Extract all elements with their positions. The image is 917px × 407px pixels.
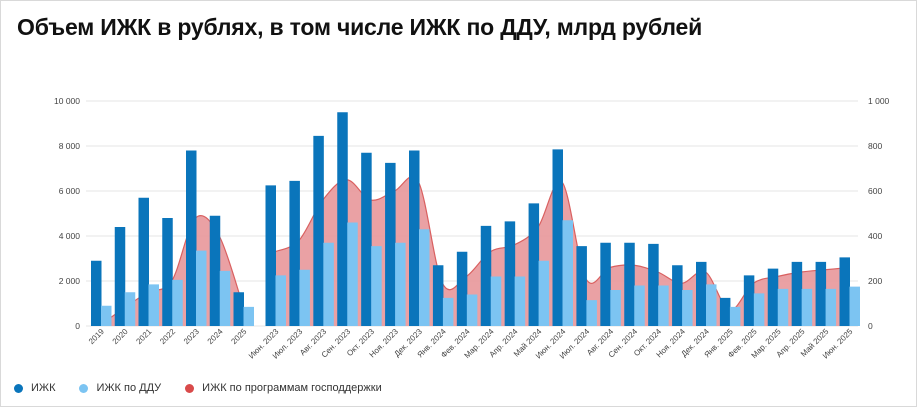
left-axis-tick-label: 0 — [75, 321, 80, 331]
bar-ddu — [442, 297, 454, 326]
bar-izhk — [743, 275, 755, 326]
bar-ddu — [395, 242, 406, 326]
legend-swatch-ddu — [79, 383, 89, 393]
bar-izhk — [233, 292, 244, 326]
x-axis-tick-label: 2020 — [111, 327, 130, 346]
chart-title: Объем ИЖК в рублях, в том числе ИЖК по Д… — [17, 14, 703, 40]
bar-ddu — [777, 288, 789, 326]
bar-ddu — [849, 286, 860, 326]
right-axis-tick-label: 200 — [868, 276, 882, 286]
bar-ddu — [658, 285, 669, 326]
bar-izhk — [385, 162, 396, 326]
bar-izhk — [114, 227, 126, 326]
bar-ddu — [514, 276, 526, 326]
legend-swatch-gov — [185, 383, 195, 393]
bar-ddu — [538, 260, 550, 326]
bar-ddu — [634, 285, 645, 326]
bar-ddu — [729, 306, 741, 326]
left-axis-tick-label: 6 000 — [59, 186, 81, 196]
bar-ddu — [219, 270, 231, 326]
bar-izhk — [409, 150, 420, 326]
bar-ddu — [299, 269, 310, 326]
left-axis-tick-label: 4 000 — [59, 231, 81, 241]
chart-legend: ИЖК ИЖК по ДДУ ИЖК по программам господд… — [14, 382, 406, 394]
x-axis-tick-label: 2024 — [206, 327, 225, 346]
bar-izhk — [839, 257, 850, 326]
x-axis-tick-label: 2025 — [229, 327, 248, 346]
right-axis-tick-label: 1 000 — [868, 96, 890, 106]
bar-izhk — [552, 149, 563, 326]
bar-izhk — [432, 265, 444, 326]
bar-izhk — [480, 225, 492, 326]
bar-izhk — [576, 246, 587, 326]
bar-izhk — [361, 152, 372, 326]
bar-izhk — [696, 261, 707, 326]
bar-ddu — [323, 242, 334, 326]
bar-ddu — [148, 284, 159, 326]
bar-izhk — [815, 261, 827, 326]
bar-ddu — [490, 276, 502, 326]
bar-izhk — [138, 197, 149, 326]
bar-izhk — [186, 150, 197, 326]
right-axis-tick-label: 800 — [868, 141, 882, 151]
legend-swatch-izhk — [14, 383, 23, 393]
bar-ddu — [124, 292, 136, 326]
bar-ddu — [172, 279, 183, 326]
bar-ddu — [682, 290, 693, 326]
bar-ddu — [347, 222, 358, 326]
bar-ddu — [419, 229, 430, 326]
right-axis-tick-label: 400 — [868, 231, 882, 241]
x-axis-tick-label: 2023 — [182, 327, 201, 346]
right-axis-tick-label: 600 — [868, 186, 882, 196]
bar-izhk — [791, 261, 803, 326]
bar-ddu — [706, 284, 717, 326]
left-axis-tick-label: 2 000 — [59, 276, 81, 286]
bar-ddu — [196, 250, 207, 326]
bar-izhk — [528, 203, 540, 326]
bar-ddu — [610, 290, 621, 326]
bar-ddu — [801, 288, 813, 326]
gov-area-series — [100, 215, 243, 326]
bar-izhk — [265, 185, 276, 326]
legend-label-ddu: ИЖК по ДДУ — [96, 382, 162, 394]
legend-item-ddu[interactable]: ИЖК по ДДУ — [79, 382, 161, 394]
bar-ddu — [753, 293, 765, 326]
x-axis-tick-label: 2019 — [87, 327, 106, 346]
left-axis-tick-label: 8 000 — [59, 141, 81, 151]
bar-ddu — [562, 220, 573, 326]
legend-item-izhk[interactable]: ИЖК — [14, 382, 55, 394]
bar-izhk — [648, 243, 659, 326]
x-axis-tick-label: 2022 — [158, 327, 177, 346]
bar-izhk — [600, 242, 611, 326]
bar-ddu — [275, 275, 286, 326]
bar-izhk — [719, 297, 731, 326]
bar-ddu — [466, 294, 478, 326]
left-axis-tick-label: 10 000 — [54, 96, 80, 106]
bar-ddu — [243, 306, 254, 326]
bar-izhk — [162, 218, 173, 326]
legend-label-izhk: ИЖК — [31, 382, 56, 394]
bar-izhk — [289, 180, 300, 326]
bar-ddu — [101, 305, 112, 326]
bar-izhk — [337, 112, 348, 326]
bar-izhk — [504, 221, 516, 326]
bar-izhk — [313, 135, 324, 326]
legend-item-gov[interactable]: ИЖК по программам господдержки — [185, 382, 382, 394]
legend-label-gov: ИЖК по программам господдержки — [202, 382, 382, 394]
bar-izhk — [91, 260, 102, 326]
bar-ddu — [371, 246, 382, 326]
bar-izhk — [624, 242, 635, 326]
right-axis-tick-label: 0 — [868, 321, 873, 331]
bar-izhk — [456, 251, 468, 326]
bar-izhk — [672, 265, 683, 326]
bar-izhk — [209, 215, 221, 326]
x-axis-tick-label: 2021 — [134, 327, 153, 346]
bar-izhk — [767, 268, 779, 326]
bar-ddu — [586, 300, 597, 326]
bar-ddu — [825, 288, 837, 326]
